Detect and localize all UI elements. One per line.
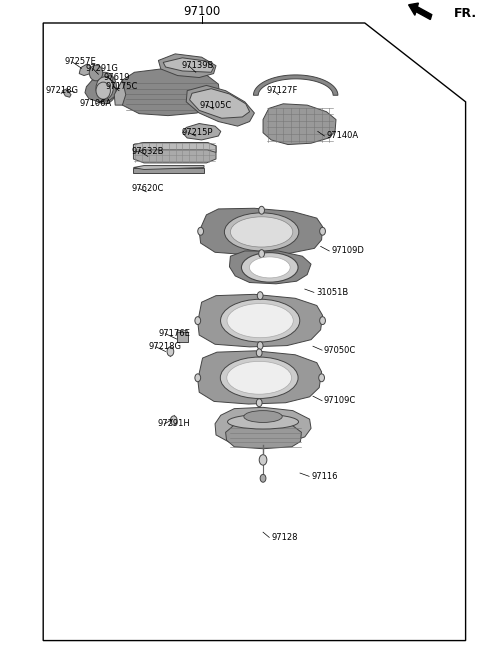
Circle shape [167,347,174,356]
Circle shape [256,399,262,407]
Polygon shape [198,351,322,404]
Ellipse shape [96,77,113,99]
Polygon shape [79,64,92,76]
Polygon shape [114,80,126,105]
Polygon shape [133,168,204,173]
Polygon shape [133,143,216,152]
Polygon shape [198,294,323,347]
Text: 97050C: 97050C [324,346,356,355]
Ellipse shape [227,361,292,394]
Circle shape [170,416,177,425]
Ellipse shape [89,65,103,81]
Ellipse shape [220,357,298,398]
Polygon shape [177,332,188,342]
FancyArrow shape [408,3,432,20]
Text: 97175C: 97175C [106,81,138,91]
Ellipse shape [93,72,117,104]
Text: 97109D: 97109D [331,246,364,256]
Polygon shape [226,422,301,449]
Circle shape [198,227,204,235]
Text: 97619: 97619 [103,73,130,82]
Text: 31051B: 31051B [316,288,348,297]
Polygon shape [85,79,116,102]
Polygon shape [163,58,214,72]
Text: 97257E: 97257E [65,57,96,66]
Polygon shape [229,251,311,284]
Text: 97176E: 97176E [158,329,190,338]
Polygon shape [199,208,323,255]
Circle shape [195,317,201,325]
Text: 97140A: 97140A [326,131,359,141]
Polygon shape [62,89,71,97]
Polygon shape [190,89,250,118]
Polygon shape [182,124,221,140]
Circle shape [256,349,262,357]
Polygon shape [263,104,336,145]
Text: 97291G: 97291G [85,64,118,73]
Polygon shape [177,330,188,332]
Ellipse shape [221,300,300,342]
Text: 97620C: 97620C [132,184,164,193]
Circle shape [320,317,325,325]
Circle shape [195,374,201,382]
Circle shape [257,292,263,300]
Circle shape [257,342,263,350]
Text: 97215P: 97215P [181,128,213,137]
Polygon shape [133,143,216,163]
Ellipse shape [96,82,110,99]
Text: 97218G: 97218G [149,342,182,351]
Circle shape [320,227,325,235]
Text: 97128: 97128 [271,533,298,542]
Text: 97106A: 97106A [79,99,111,108]
Ellipse shape [241,252,298,283]
Text: 97109C: 97109C [324,396,356,405]
Polygon shape [253,75,338,95]
Ellipse shape [228,415,299,429]
Ellipse shape [227,304,293,338]
Polygon shape [215,407,311,445]
Polygon shape [114,69,220,116]
Text: 97127F: 97127F [266,86,298,95]
Polygon shape [158,54,216,78]
Text: 97291H: 97291H [157,419,190,428]
Polygon shape [186,85,254,126]
Ellipse shape [225,213,299,251]
Polygon shape [43,23,466,641]
Text: 97116: 97116 [311,472,337,481]
Circle shape [319,374,324,382]
Text: 97100: 97100 [183,5,220,18]
Polygon shape [105,76,113,83]
Ellipse shape [250,257,290,278]
Circle shape [259,250,264,258]
Text: 97105C: 97105C [199,101,231,110]
Text: FR.: FR. [454,7,477,20]
Text: 97139B: 97139B [181,61,214,70]
Text: 97218G: 97218G [46,86,79,95]
Polygon shape [133,166,204,170]
Circle shape [259,206,264,214]
Circle shape [259,455,267,465]
Circle shape [260,474,266,482]
Text: 97632B: 97632B [132,147,165,156]
Ellipse shape [230,217,293,247]
Ellipse shape [244,411,282,422]
